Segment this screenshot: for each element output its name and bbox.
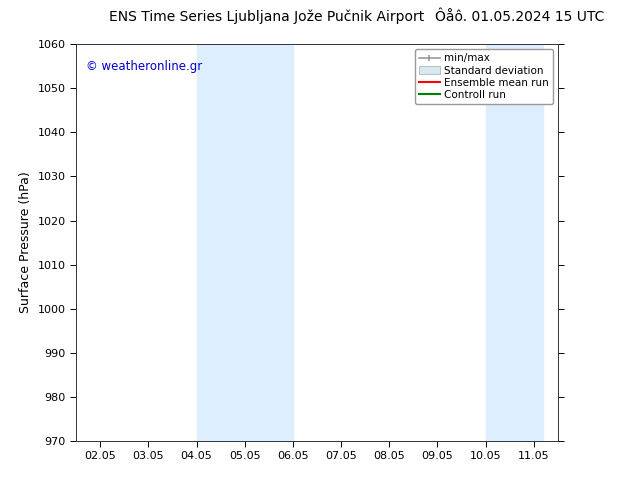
Text: Ôåô. 01.05.2024 15 UTC: Ôåô. 01.05.2024 15 UTC xyxy=(435,10,605,24)
Legend: min/max, Standard deviation, Ensemble mean run, Controll run: min/max, Standard deviation, Ensemble me… xyxy=(415,49,553,104)
Bar xyxy=(486,44,543,441)
Y-axis label: Surface Pressure (hPa): Surface Pressure (hPa) xyxy=(19,172,32,314)
Bar xyxy=(197,44,293,441)
Text: © weatheronline.gr: © weatheronline.gr xyxy=(86,60,202,73)
Text: ENS Time Series Ljubljana Jože Pučnik Airport: ENS Time Series Ljubljana Jože Pučnik Ai… xyxy=(108,10,424,24)
